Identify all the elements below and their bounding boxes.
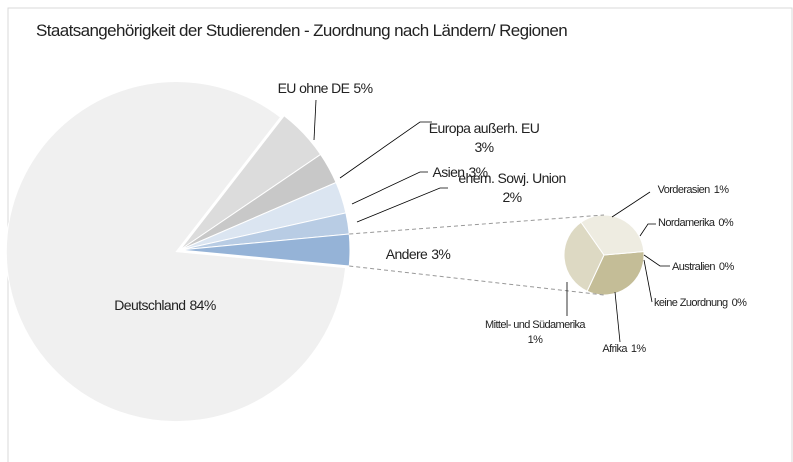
data-label: Vorderasien 1% bbox=[658, 184, 730, 196]
data-label: Afrika 1% bbox=[602, 343, 646, 355]
data-label: Asien 3% bbox=[432, 164, 487, 180]
label-name: Deutschland bbox=[114, 297, 185, 313]
label-name: Asien bbox=[432, 164, 464, 180]
label-value: 5% bbox=[353, 80, 372, 96]
label-value: 1% bbox=[631, 343, 647, 355]
leader-line bbox=[313, 99, 317, 141]
pie-slice bbox=[580, 214, 645, 256]
label-name: Mittel- und Südamerika bbox=[485, 319, 586, 331]
label-name: Afrika bbox=[602, 343, 628, 355]
data-label: Europa außerh. EU 3% bbox=[429, 120, 540, 155]
label-value: 3% bbox=[474, 139, 493, 155]
label-value: 3% bbox=[468, 164, 487, 180]
pie-slice bbox=[563, 221, 605, 292]
connector bbox=[349, 265, 605, 296]
data-label: Andere 3% bbox=[386, 246, 451, 262]
leader-line bbox=[643, 259, 653, 303]
data-label: Mittel- und Südamerika 1% bbox=[485, 319, 586, 346]
leader-line bbox=[611, 191, 651, 218]
connector bbox=[349, 214, 605, 235]
label-value: 2% bbox=[502, 189, 521, 205]
data-label: EU ohne DE 5% bbox=[278, 80, 373, 96]
leader-line bbox=[639, 223, 656, 237]
label-name: ehem. Sowj. Union bbox=[458, 170, 565, 186]
label-name: EU ohne DE bbox=[278, 80, 350, 96]
leader-line bbox=[614, 291, 621, 343]
data-label: keine Zuordnung 0% bbox=[654, 297, 747, 309]
leader-line bbox=[356, 187, 448, 223]
label-name: Europa außerh. EU bbox=[429, 120, 540, 136]
label-name: Nordamerika bbox=[658, 217, 716, 229]
leader-line bbox=[351, 171, 428, 205]
label-value: 1% bbox=[528, 334, 544, 346]
label-value: 84% bbox=[190, 297, 216, 313]
label-name: Australien bbox=[672, 261, 715, 273]
label-value: 1% bbox=[714, 184, 730, 196]
chart-title: Staatsangehörigkeit der Studierenden - Z… bbox=[36, 21, 567, 40]
leader-line bbox=[643, 254, 670, 267]
label-value: 0% bbox=[718, 217, 734, 229]
data-label: Nordamerika 0% bbox=[658, 217, 734, 229]
pie-slice bbox=[5, 81, 347, 423]
label-name: Andere bbox=[386, 246, 428, 262]
data-label: Australien 0% bbox=[672, 261, 734, 273]
label-value: 0% bbox=[732, 297, 748, 309]
data-label: ehem. Sowj. Union 2% bbox=[458, 170, 565, 205]
label-name: keine Zuordnung bbox=[654, 297, 728, 309]
label-value: 0% bbox=[719, 261, 735, 273]
data-label: Deutschland 84% bbox=[114, 297, 216, 313]
label-name: Vorderasien bbox=[658, 184, 711, 196]
leader-line bbox=[339, 121, 432, 179]
label-value: 3% bbox=[431, 246, 450, 262]
